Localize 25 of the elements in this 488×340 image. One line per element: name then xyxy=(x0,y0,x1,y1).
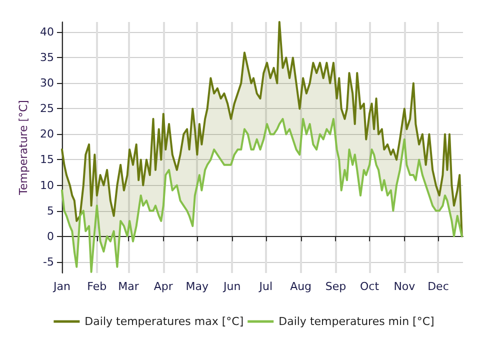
x-tick-label: Dec xyxy=(428,280,449,293)
y-tick-label: 35 xyxy=(40,51,54,64)
y-tick-label: 0 xyxy=(47,230,54,243)
x-tick-label: Jul xyxy=(258,280,273,293)
x-tick-label: Sep xyxy=(325,280,346,293)
y-tick-label: 40 xyxy=(40,26,54,39)
x-tick-label: Jun xyxy=(222,280,241,293)
x-tick-label: Feb xyxy=(87,280,107,293)
x-tick-label: May xyxy=(186,280,210,293)
y-tick-label: 10 xyxy=(40,178,54,192)
y-tick-label: 25 xyxy=(40,102,54,116)
y-tick-label: 15 xyxy=(40,153,54,166)
y-tick-label: 30 xyxy=(40,76,54,90)
y-axis-title: Temperature [°C] xyxy=(17,100,30,196)
legend-label: Daily temperatures min [°C] xyxy=(278,315,434,328)
legend-label: Daily temperatures max [°C] xyxy=(84,315,244,328)
x-tick-label: Nov xyxy=(394,280,416,293)
x-tick-label: Oct xyxy=(360,280,380,293)
y-tick-label: -5 xyxy=(43,255,54,268)
y-tick-label: 20 xyxy=(40,128,54,141)
y-tick-label: 5 xyxy=(47,204,54,218)
x-tick-label: Aug xyxy=(290,280,312,293)
x-tick-label: Mar xyxy=(118,280,140,293)
x-tick-label: Jan xyxy=(52,280,70,293)
x-tick-label: Apr xyxy=(154,280,174,293)
